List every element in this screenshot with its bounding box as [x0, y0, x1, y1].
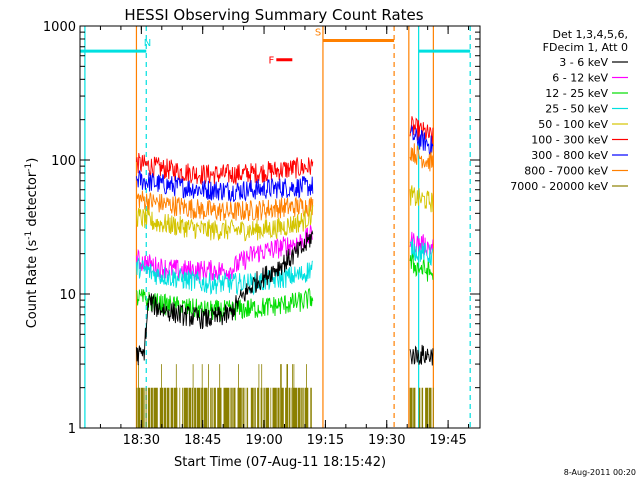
legend-header-line-1: Det 1,3,4,5,6,: [552, 28, 628, 41]
legend-entry-label: 800 - 7000 keV: [524, 165, 608, 178]
legend-entry-label: 50 - 100 keV: [538, 118, 608, 131]
x-tick-label: 19:45: [429, 433, 466, 448]
legend-header-line-2: FDecim 1, Att 0: [543, 41, 628, 54]
series-line: [135, 257, 313, 296]
series-line: [135, 287, 314, 322]
series-line: [409, 124, 434, 155]
legend-entry-label: 6 - 12 keV: [552, 72, 608, 85]
x-tick-label: 19:30: [368, 433, 405, 448]
y-tick-label: 10: [59, 288, 76, 303]
series-line: [135, 205, 314, 242]
y-axis-label-sup2: -1: [24, 163, 34, 172]
legend: Det 1,3,4,5,6, FDecim 1, Att 0 3 - 6 keV…: [510, 28, 628, 193]
legend-entry-label: 300 - 800 keV: [531, 149, 608, 162]
y-tick-label: 100: [51, 154, 76, 169]
chart-title: HESSI Observing Summary Count Rates: [124, 6, 423, 24]
series-line: [135, 230, 314, 366]
series-line: [409, 253, 434, 282]
series-line: [135, 152, 314, 186]
series-line: [136, 364, 312, 428]
legend-entry-label: 3 - 6 keV: [559, 56, 608, 69]
y-axis-label-sup1: -1: [24, 231, 34, 240]
mode-annotation-label: S: [315, 27, 321, 38]
x-tick-label: 19:15: [307, 433, 344, 448]
timestamp: 8-Aug-2011 00:20: [564, 468, 636, 477]
mode-annotation-label: F: [269, 56, 275, 67]
x-tick-label: 18:30: [123, 433, 160, 448]
axis-ticks: 18:30 18:45 19:00 19:15 19:30 19:45 1 10 100 1000: [43, 20, 480, 448]
series-line: [409, 185, 434, 213]
legend-entry-label: 100 - 300 keV: [531, 134, 608, 147]
series-line: [409, 238, 434, 267]
series-line: [135, 190, 314, 222]
x-tick-label: 18:45: [184, 433, 221, 448]
plot-content: N S F: [80, 26, 471, 428]
series-line: [409, 143, 434, 172]
mode-annotation-label: N: [144, 38, 151, 49]
y-axis-label-end: ): [25, 158, 40, 163]
legend-entry-label: 7000 - 20000 keV: [510, 180, 608, 193]
series-line: [409, 231, 434, 257]
x-tick-label: 19:00: [245, 433, 282, 448]
series-line: [135, 170, 314, 203]
y-axis-label: Count Rate (s-1 detector-1): [24, 158, 40, 329]
legend-entry-label: 12 - 25 keV: [545, 87, 608, 100]
plot-frame: [79, 25, 481, 429]
y-axis-label-main: Count Rate (s: [25, 240, 40, 329]
x-axis-label: Start Time (07-Aug-11 18:15:42): [174, 455, 386, 470]
series-line: [409, 344, 434, 366]
series-line: [409, 116, 434, 145]
series-line: [409, 387, 434, 428]
y-tick-label: 1: [68, 422, 76, 437]
y-axis-label-mid: detector: [25, 171, 40, 231]
y-tick-label: 1000: [43, 20, 76, 35]
legend-entry-label: 25 - 50 keV: [545, 103, 608, 116]
